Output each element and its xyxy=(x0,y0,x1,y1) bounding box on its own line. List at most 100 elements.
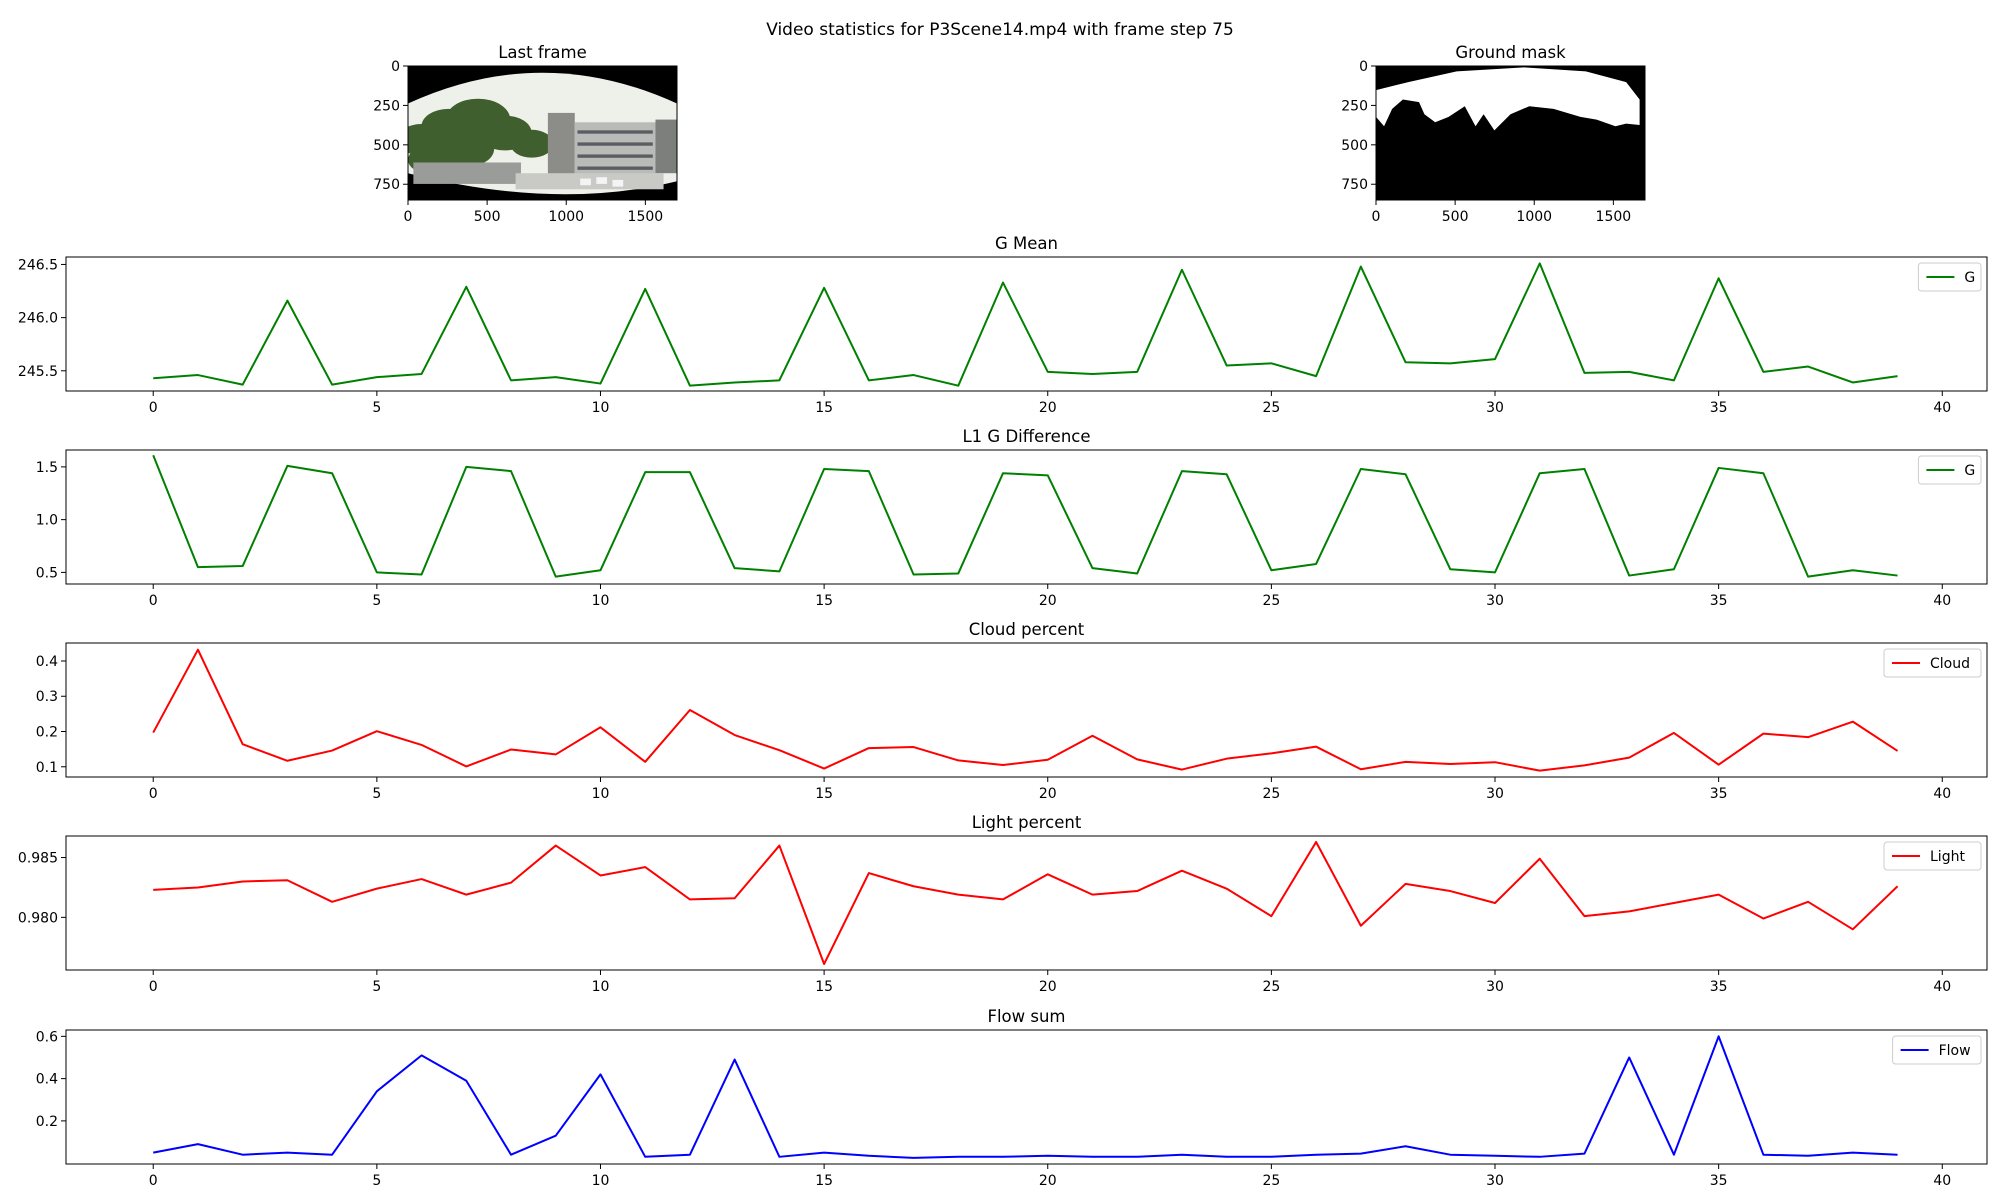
x-tick-label: 10 xyxy=(592,400,610,416)
frame-car xyxy=(596,177,608,184)
legend-label: Cloud xyxy=(1930,656,1970,672)
y-tick-label: 250 xyxy=(373,98,400,114)
y-tick-label: 750 xyxy=(1341,177,1368,193)
chart-title: L1 G Difference xyxy=(962,427,1090,446)
x-tick-label: 10 xyxy=(592,979,610,995)
legend: G xyxy=(1917,455,1982,485)
y-tick-label: 750 xyxy=(373,177,400,193)
x-tick-label: 20 xyxy=(1039,979,1057,995)
frame-tree xyxy=(440,131,495,167)
x-tick-label: 15 xyxy=(815,593,833,609)
x-tick-label: 20 xyxy=(1039,786,1057,802)
x-tick-label: 25 xyxy=(1262,1173,1280,1189)
axes-frame xyxy=(65,1029,1988,1165)
frame-building xyxy=(655,119,677,174)
legend-label: Flow xyxy=(1939,1043,1971,1059)
x-tick-label: 30 xyxy=(1486,593,1504,609)
x-tick-label: 20 xyxy=(1039,593,1057,609)
y-tick-label: 0.3 xyxy=(36,689,58,705)
chart-light-percent: Light percent 0 5 10 15 20 25 30 35 40 0.980 0.985 L… xyxy=(18,813,1988,995)
last-frame-image xyxy=(408,66,677,200)
x-tick-label: 0 xyxy=(149,1173,158,1189)
axes-frame xyxy=(65,449,1988,585)
x-tick-label: 15 xyxy=(815,786,833,802)
y-tick-label: 0.2 xyxy=(36,1114,58,1130)
x-tick-label: 0 xyxy=(149,593,158,609)
x-tick-label: 5 xyxy=(372,1173,381,1189)
x-tick-label: 30 xyxy=(1486,400,1504,416)
chart-title: G Mean xyxy=(995,234,1058,253)
x-tick-label: 30 xyxy=(1486,1173,1504,1189)
x-tick-label: 25 xyxy=(1262,593,1280,609)
y-tick-label: 0.6 xyxy=(36,1029,58,1045)
y-tick-label: 0.985 xyxy=(18,851,58,867)
x-tick-label: 15 xyxy=(815,400,833,416)
figure-title: Video statistics for P3Scene14.mp4 with … xyxy=(766,20,1234,40)
y-tick-label: 0.4 xyxy=(36,1072,58,1088)
x-tick-label: 35 xyxy=(1710,400,1728,416)
x-tick-label: 15 xyxy=(815,1173,833,1189)
x-tick-label: 0 xyxy=(149,786,158,802)
x-tick-label: 40 xyxy=(1933,979,1951,995)
legend-box xyxy=(1892,1035,1982,1065)
y-tick-label: 0.1 xyxy=(36,760,58,776)
y-tick-label: 0.980 xyxy=(18,910,58,926)
x-tick-label: 1500 xyxy=(628,209,664,225)
chart-l1-g-difference: L1 G Difference 0 5 10 15 20 25 30 35 40 0.5 1.0 1.5… xyxy=(36,427,1988,609)
y-tick-label: 500 xyxy=(1341,138,1368,154)
legend-label: G xyxy=(1964,463,1975,479)
chart-g-mean: G Mean 0 5 10 15 20 25 30 35 40 245.5 246.0 246.5 G xyxy=(18,234,1988,416)
chart-cloud-percent: Cloud percent 0 5 10 15 20 25 30 35 40 0.1 0.2 0.3 0.… xyxy=(36,620,1988,802)
legend: Flow xyxy=(1892,1035,1982,1065)
plot-area xyxy=(66,450,1987,584)
x-tick-label: 10 xyxy=(592,1173,610,1189)
frame-car xyxy=(612,179,624,187)
y-tick-label: 0.4 xyxy=(36,654,58,670)
image-frame xyxy=(1375,65,1646,201)
x-tick-label: 1000 xyxy=(1516,209,1552,225)
frame-car xyxy=(580,178,591,186)
plot-area xyxy=(66,257,1987,391)
x-tick-label: 1500 xyxy=(1596,209,1632,225)
x-tick-label: 25 xyxy=(1262,979,1280,995)
x-tick-label: 35 xyxy=(1710,1173,1728,1189)
chart-title: Cloud percent xyxy=(969,620,1085,639)
series-line-flow xyxy=(153,1035,1898,1159)
y-tick-label: 500 xyxy=(373,138,400,154)
legend: Cloud xyxy=(1883,648,1982,678)
chart-title: Light percent xyxy=(972,813,1082,832)
x-tick-label: 35 xyxy=(1710,786,1728,802)
x-tick-label: 25 xyxy=(1262,786,1280,802)
y-tick-label: 0.2 xyxy=(36,725,58,741)
x-tick-label: 1000 xyxy=(548,209,584,225)
series-line-cloud xyxy=(152,648,1899,772)
plot-area xyxy=(66,1030,1987,1164)
legend-label: Light xyxy=(1930,849,1965,865)
x-tick-label: 10 xyxy=(592,593,610,609)
legend: G xyxy=(1917,262,1982,292)
axes-frame xyxy=(65,642,1988,778)
axes-frame xyxy=(65,835,1988,971)
x-tick-label: 0 xyxy=(404,209,413,225)
frame-building xyxy=(547,112,575,180)
ground-mask-image xyxy=(1376,66,1645,200)
x-tick-label: 5 xyxy=(372,979,381,995)
legend-label: G xyxy=(1964,270,1975,286)
series-line-g xyxy=(152,454,1898,578)
x-tick-label: 5 xyxy=(372,400,381,416)
plot-area xyxy=(66,836,1987,970)
x-tick-label: 10 xyxy=(592,786,610,802)
x-tick-label: 15 xyxy=(815,979,833,995)
x-tick-label: 40 xyxy=(1933,593,1951,609)
x-tick-label: 0 xyxy=(149,400,158,416)
y-tick-label: 245.5 xyxy=(18,364,58,380)
x-tick-label: 25 xyxy=(1262,400,1280,416)
x-tick-label: 40 xyxy=(1933,1173,1951,1189)
image-panel-ground-mask: Ground mask 0 500 1000 1500 0 250 500 750 xyxy=(1341,43,1646,225)
y-tick-label: 246.5 xyxy=(18,257,58,273)
y-tick-label: 1.5 xyxy=(36,460,58,476)
mask-sky-region xyxy=(1376,67,1640,131)
y-tick-label: 246.0 xyxy=(18,311,58,327)
y-tick-label: 0 xyxy=(391,59,400,75)
